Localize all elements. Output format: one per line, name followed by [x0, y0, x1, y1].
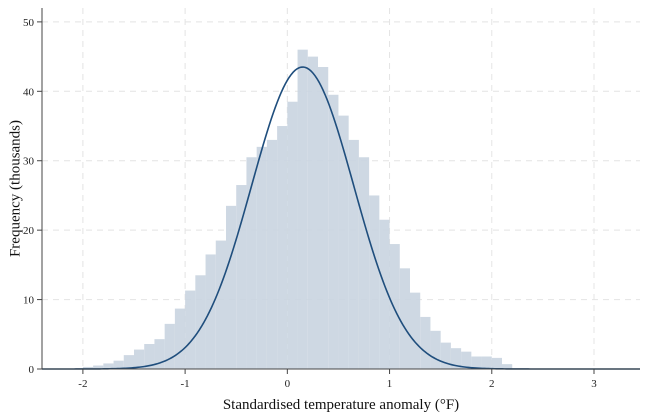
- histogram-bar: [369, 195, 380, 369]
- axes: [37, 8, 640, 374]
- histogram-bar: [123, 355, 134, 369]
- histogram-bar: [297, 49, 308, 370]
- y-axis-label: Frequency (thousands): [7, 120, 23, 257]
- histogram-bar: [154, 339, 165, 369]
- histogram-bar: [379, 219, 390, 369]
- x-tick-label: 3: [591, 378, 597, 390]
- histogram-bar: [481, 356, 492, 369]
- histogram-bar: [93, 365, 104, 369]
- histogram-bar: [318, 67, 329, 369]
- histogram-bar: [185, 290, 196, 369]
- histogram-bar: [430, 330, 441, 369]
- histogram-bar: [226, 205, 237, 369]
- histogram-bar: [205, 254, 216, 369]
- histogram-bar: [491, 357, 502, 369]
- histogram-bar: [164, 323, 175, 369]
- y-tick-label: 20: [23, 225, 35, 237]
- histogram-bar: [410, 292, 421, 369]
- histogram-bar: [113, 360, 124, 369]
- histogram-bar: [287, 101, 298, 369]
- histogram-bar: [358, 157, 370, 369]
- histogram-bar: [277, 126, 288, 370]
- histogram-bar: [256, 146, 267, 369]
- tick-labels: 0 10 20 30 40 50 -2 -1 0 1 2 3: [23, 17, 597, 390]
- grid: [42, 8, 640, 369]
- x-tick-label: 2: [489, 378, 495, 390]
- histogram-bar: [328, 94, 339, 370]
- histogram-bar: [461, 351, 472, 369]
- histogram-bar: [82, 366, 94, 369]
- histogram-bar: [338, 115, 349, 369]
- y-tick-label: 50: [23, 17, 35, 29]
- histogram-bars: [82, 49, 513, 370]
- histogram-bar: [144, 344, 155, 369]
- histogram-bar: [440, 342, 451, 369]
- histogram-bar: [236, 185, 247, 369]
- histogram-bar: [348, 139, 359, 369]
- histogram-bar: [174, 308, 186, 369]
- x-tick-label: 0: [285, 378, 291, 390]
- histogram-bar: [307, 56, 318, 369]
- y-tick-label: 30: [23, 156, 35, 168]
- histogram-bar: [246, 157, 257, 369]
- x-tick-label: -2: [78, 378, 87, 390]
- histogram-bar: [195, 275, 206, 369]
- histogram-bar: [266, 139, 278, 369]
- histogram-bar: [103, 363, 114, 369]
- x-axis-label: Standardised temperature anomaly (°F): [223, 397, 459, 413]
- x-tick-label: -1: [181, 378, 190, 390]
- histogram-bar: [471, 356, 482, 369]
- histogram-bar: [399, 268, 410, 369]
- histogram-bar: [502, 364, 513, 369]
- histogram-bar: [450, 348, 462, 369]
- histogram-bar: [420, 316, 431, 369]
- x-tick-label: 1: [387, 378, 393, 390]
- y-tick-label: 10: [23, 295, 35, 307]
- histogram-bar: [215, 240, 226, 369]
- histogram-bar: [134, 349, 145, 369]
- y-tick-label: 0: [29, 364, 35, 376]
- histogram-bar: [389, 244, 400, 369]
- y-tick-label: 40: [23, 86, 35, 98]
